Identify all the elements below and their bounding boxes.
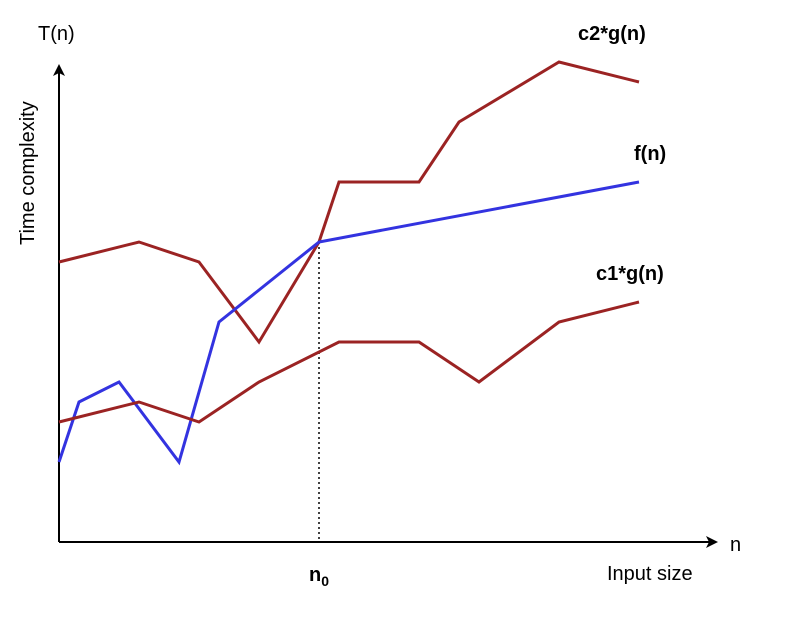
n0-label: n0 <box>309 564 329 589</box>
y-axis-label: Time complexity <box>17 101 39 245</box>
y-axis-symbol: T(n) <box>38 23 75 45</box>
x-axis-symbol: n <box>730 534 741 556</box>
n0-subscript: 0 <box>321 573 329 589</box>
x-axis-label: Input size <box>607 563 693 585</box>
n0-base: n <box>309 564 321 586</box>
series-layer <box>57 60 640 466</box>
series-label-c2-g-n: c2*g(n) <box>578 23 646 45</box>
series-label-c1-g-n: c1*g(n) <box>596 263 664 285</box>
series-line-2 <box>58 300 640 424</box>
series-line-0 <box>58 60 640 345</box>
series-label-f-n: f(n) <box>634 143 666 165</box>
series-line-1 <box>57 180 640 466</box>
